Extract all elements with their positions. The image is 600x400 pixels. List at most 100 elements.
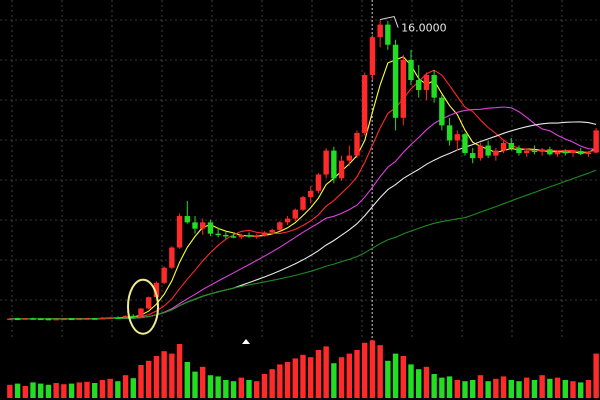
- volume-bar: [153, 356, 160, 398]
- volume-bar: [377, 345, 383, 398]
- volume-bar: [107, 378, 113, 398]
- candle-body: [300, 197, 306, 210]
- breakout-circle-marker: [127, 278, 159, 335]
- candle-body: [192, 222, 198, 229]
- candle-body: [92, 318, 98, 320]
- candle-body: [308, 190, 314, 198]
- volume-bar: [45, 384, 52, 398]
- candle-body: [68, 318, 75, 321]
- candle-body: [454, 134, 460, 141]
- volume-bar: [277, 364, 283, 398]
- volume-bar: [400, 356, 406, 398]
- candle-body: [554, 151, 561, 155]
- candle-body: [354, 132, 360, 156]
- candle-body: [215, 233, 221, 236]
- volume-bar: [130, 378, 136, 398]
- volume-bar: [362, 342, 368, 398]
- candle-body: [246, 234, 252, 237]
- volume-bar: [68, 383, 75, 398]
- volume-bar: [539, 375, 545, 398]
- candle-body: [38, 318, 44, 321]
- candle-body: [223, 234, 229, 237]
- volume-bar: [516, 381, 522, 398]
- candle-body: [292, 209, 298, 219]
- volume-bar: [238, 377, 244, 398]
- volume-bar: [76, 382, 82, 398]
- volume-bar: [570, 381, 576, 398]
- candle-body: [531, 150, 538, 153]
- candle-body: [153, 282, 160, 298]
- candle-body: [269, 229, 275, 233]
- candle-body: [547, 149, 553, 155]
- candle-body: [122, 315, 129, 318]
- volume-bars: [7, 340, 599, 398]
- candle-body: [53, 318, 59, 321]
- candle-body: [238, 234, 244, 238]
- candle-body: [431, 74, 437, 98]
- candle-body: [369, 37, 376, 75]
- candle-body: [408, 59, 414, 81]
- candle-body: [107, 317, 113, 319]
- candle-body: [346, 155, 352, 161]
- candle-body: [7, 318, 13, 321]
- volume-bar: [578, 382, 584, 398]
- candle-body: [14, 318, 21, 321]
- volume-bar: [53, 383, 59, 398]
- volume-bar: [184, 362, 190, 398]
- candle-body: [524, 150, 530, 154]
- volume-bar: [230, 381, 237, 398]
- volume-bar: [22, 386, 28, 398]
- candle-body: [477, 145, 484, 159]
- candle-body: [130, 315, 136, 318]
- candle-body: [578, 151, 584, 155]
- candle-body: [338, 160, 345, 179]
- volume-bar: [346, 353, 352, 398]
- volume-bar: [254, 381, 260, 398]
- candle-body: [570, 151, 576, 154]
- candle-body: [184, 216, 190, 223]
- volume-bar: [84, 381, 90, 398]
- candle-body: [485, 145, 491, 156]
- peak-leader-line: [380, 15, 399, 28]
- volume-bar: [292, 358, 298, 398]
- volume-bar: [385, 360, 391, 398]
- candle-body: [45, 318, 52, 321]
- volume-bar: [92, 383, 98, 398]
- candle-body: [30, 318, 36, 320]
- candle-body: [261, 232, 268, 236]
- candle-body: [76, 318, 82, 321]
- candle-body: [169, 247, 175, 268]
- volume-bar: [562, 380, 568, 398]
- volume-bar: [462, 381, 468, 398]
- volume-bar: [246, 380, 252, 398]
- volume-bar: [30, 382, 36, 398]
- volume-bar: [207, 375, 214, 398]
- volume-bar: [354, 350, 360, 398]
- volume-bar: [315, 350, 322, 398]
- volume-bar: [192, 371, 198, 398]
- volume-bar: [146, 360, 152, 398]
- annotations: 16.0000: [127, 15, 447, 344]
- candle-body: [277, 222, 283, 230]
- volume-bar: [531, 380, 538, 398]
- candle-body: [400, 59, 406, 118]
- candle-body: [585, 152, 592, 155]
- candle-body: [315, 174, 322, 191]
- volume-bar: [446, 376, 453, 398]
- volume-bar: [508, 380, 514, 398]
- candle-body: [416, 80, 422, 91]
- volume-bar: [99, 380, 106, 398]
- candle-body: [516, 148, 522, 154]
- volume-bar: [269, 369, 275, 398]
- candle-body: [385, 24, 391, 45]
- volume-bar: [14, 383, 21, 398]
- volume-bar: [138, 365, 144, 398]
- volume-bar: [122, 375, 129, 398]
- volume-bar: [554, 377, 561, 398]
- candle-body: [470, 153, 476, 159]
- candle-body: [331, 150, 337, 179]
- candle-body: [230, 236, 237, 238]
